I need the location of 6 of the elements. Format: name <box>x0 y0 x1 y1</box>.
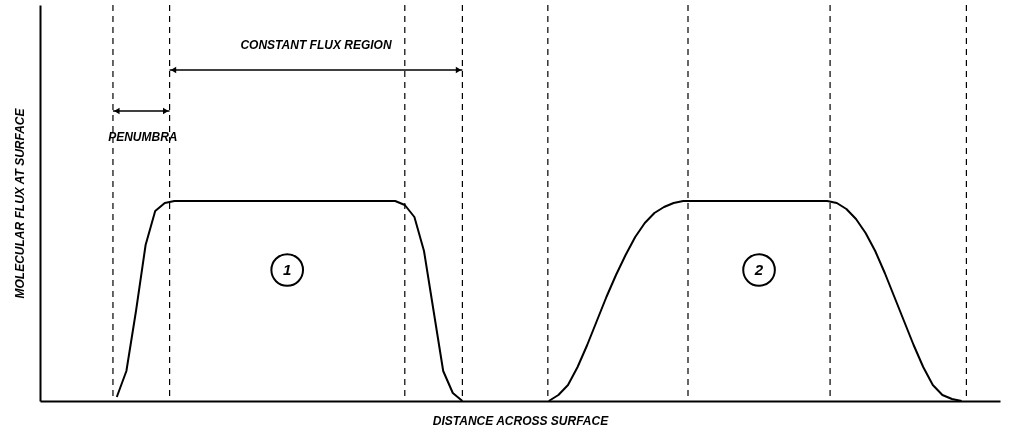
y-axis-title: MOLECULAR FLUX AT SURFACE <box>12 107 27 299</box>
text: PENUMBRA <box>108 130 178 144</box>
annotation: 1 <box>283 261 292 278</box>
annotation: 2 <box>753 261 764 278</box>
text: CONSTANT FLUX REGION <box>240 38 392 52</box>
x-axis-title: DISTANCE ACROSS SURFACE <box>432 413 610 428</box>
